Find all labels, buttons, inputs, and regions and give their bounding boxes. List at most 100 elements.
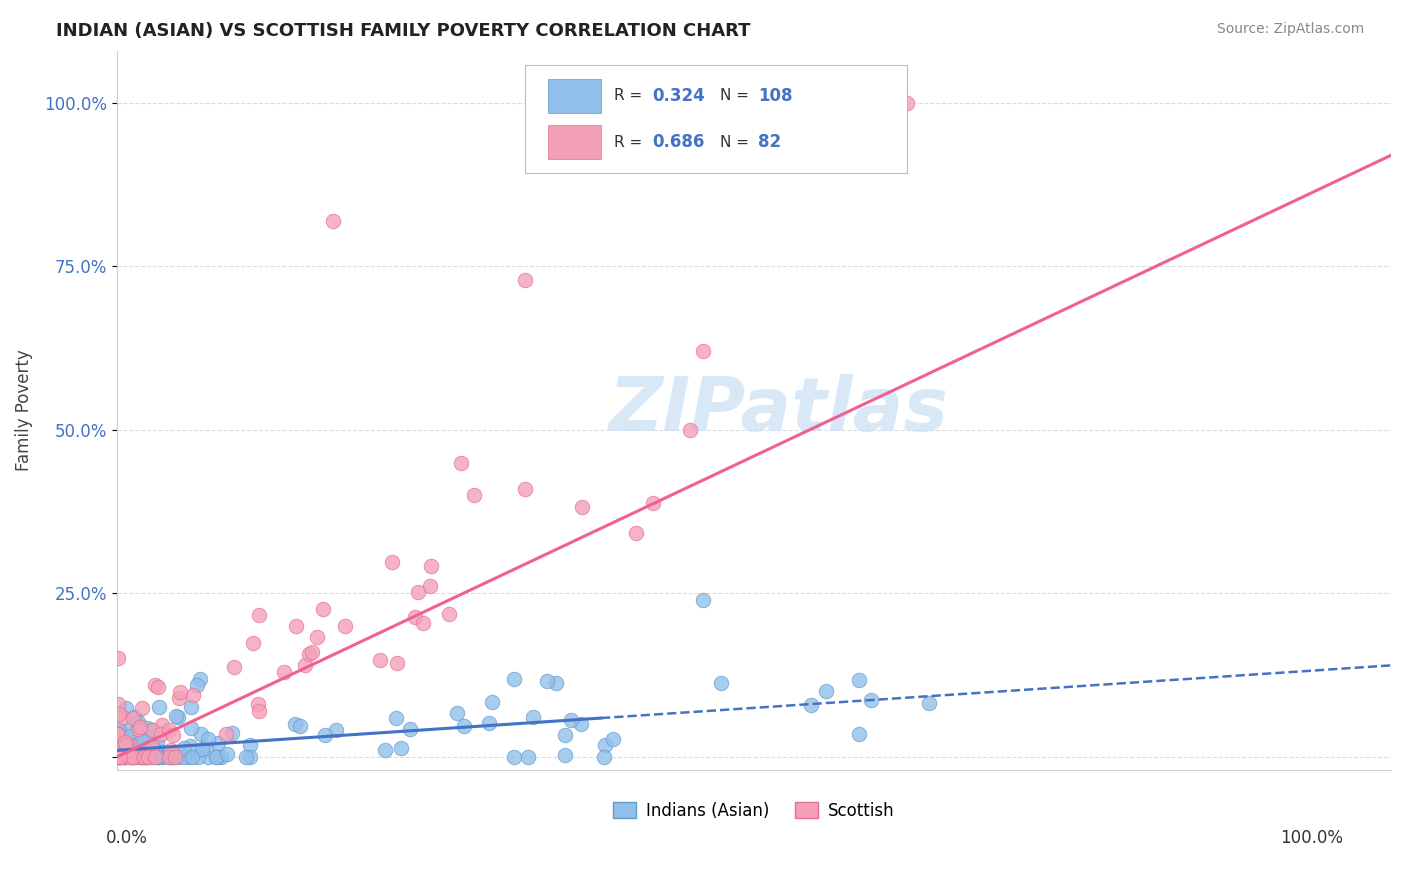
Point bbox=[143, 750, 166, 764]
Point bbox=[177, 750, 200, 764]
Point bbox=[522, 710, 544, 724]
Point bbox=[404, 610, 426, 624]
Point bbox=[239, 750, 262, 764]
Point bbox=[132, 750, 155, 764]
Point bbox=[121, 711, 143, 725]
Point bbox=[163, 750, 186, 764]
Point bbox=[117, 750, 139, 764]
Point bbox=[513, 272, 536, 286]
Point bbox=[114, 750, 136, 764]
Point bbox=[128, 747, 150, 762]
Point bbox=[145, 743, 167, 757]
Point bbox=[439, 607, 461, 622]
Point bbox=[481, 695, 503, 709]
Point bbox=[108, 750, 131, 764]
Point bbox=[122, 750, 145, 764]
Point bbox=[117, 738, 139, 752]
Point bbox=[107, 736, 129, 750]
Point bbox=[111, 710, 134, 724]
Point bbox=[179, 739, 201, 754]
Point bbox=[515, 483, 537, 497]
Point bbox=[191, 742, 214, 756]
Point bbox=[145, 678, 167, 692]
Point bbox=[129, 720, 152, 734]
Point bbox=[165, 708, 187, 723]
Point bbox=[167, 710, 190, 724]
Point bbox=[246, 697, 269, 711]
Point bbox=[406, 585, 429, 599]
Text: INDIAN (ASIAN) VS SCOTTISH FAMILY POVERTY CORRELATION CHART: INDIAN (ASIAN) VS SCOTTISH FAMILY POVERT… bbox=[56, 22, 751, 40]
Point bbox=[146, 735, 169, 749]
Point bbox=[918, 696, 941, 710]
Point bbox=[181, 750, 204, 764]
Text: N =: N = bbox=[720, 88, 754, 103]
Point bbox=[131, 701, 153, 715]
Point bbox=[463, 488, 485, 502]
Point bbox=[135, 750, 157, 764]
Point bbox=[152, 750, 174, 764]
Point bbox=[593, 738, 616, 752]
Point bbox=[114, 700, 136, 714]
Point bbox=[536, 673, 558, 688]
Point bbox=[173, 750, 195, 764]
Point bbox=[800, 698, 823, 713]
Point bbox=[148, 699, 170, 714]
Y-axis label: Family Poverty: Family Poverty bbox=[15, 350, 32, 471]
Legend: Indians (Asian), Scottish: Indians (Asian), Scottish bbox=[606, 795, 901, 826]
Text: N =: N = bbox=[720, 135, 754, 150]
Text: R =: R = bbox=[614, 135, 647, 150]
Point bbox=[197, 732, 219, 747]
Point bbox=[194, 741, 217, 756]
Point bbox=[569, 717, 592, 731]
Point bbox=[135, 721, 157, 735]
FancyBboxPatch shape bbox=[547, 79, 600, 112]
Point bbox=[209, 750, 232, 764]
Point bbox=[181, 688, 204, 702]
Point bbox=[108, 750, 131, 764]
Point bbox=[124, 750, 146, 764]
Point bbox=[127, 750, 149, 764]
Text: Source: ZipAtlas.com: Source: ZipAtlas.com bbox=[1216, 22, 1364, 37]
Point bbox=[692, 593, 714, 607]
Point bbox=[160, 743, 183, 757]
Point bbox=[141, 740, 163, 755]
Point bbox=[122, 750, 145, 764]
Point bbox=[692, 344, 714, 359]
Point bbox=[247, 608, 270, 623]
Point bbox=[110, 747, 132, 761]
Point bbox=[150, 750, 173, 764]
Point bbox=[242, 636, 264, 650]
FancyBboxPatch shape bbox=[547, 126, 600, 159]
Point bbox=[111, 750, 134, 764]
Point bbox=[136, 750, 159, 764]
Point bbox=[108, 750, 131, 764]
Point bbox=[159, 723, 181, 737]
Point bbox=[114, 734, 136, 748]
Point bbox=[544, 676, 567, 690]
Point bbox=[322, 213, 344, 227]
Point bbox=[399, 722, 422, 736]
Point bbox=[110, 750, 132, 764]
Point bbox=[188, 673, 211, 687]
Point bbox=[247, 704, 270, 718]
Point bbox=[370, 653, 392, 667]
Point bbox=[314, 728, 336, 742]
Point bbox=[121, 750, 143, 764]
Point bbox=[146, 680, 169, 694]
Point bbox=[107, 650, 129, 665]
Point bbox=[127, 715, 149, 730]
Point bbox=[107, 750, 129, 764]
Point bbox=[312, 602, 335, 616]
Text: 100.0%: 100.0% bbox=[1279, 829, 1343, 847]
Point bbox=[420, 559, 443, 574]
Point bbox=[815, 683, 838, 698]
Point bbox=[108, 750, 131, 764]
Point bbox=[859, 693, 882, 707]
Point bbox=[105, 725, 128, 739]
Point bbox=[121, 719, 143, 733]
Point bbox=[136, 750, 159, 764]
Point bbox=[207, 736, 229, 750]
Point bbox=[602, 731, 624, 746]
Point bbox=[385, 711, 408, 725]
Point bbox=[679, 423, 702, 437]
